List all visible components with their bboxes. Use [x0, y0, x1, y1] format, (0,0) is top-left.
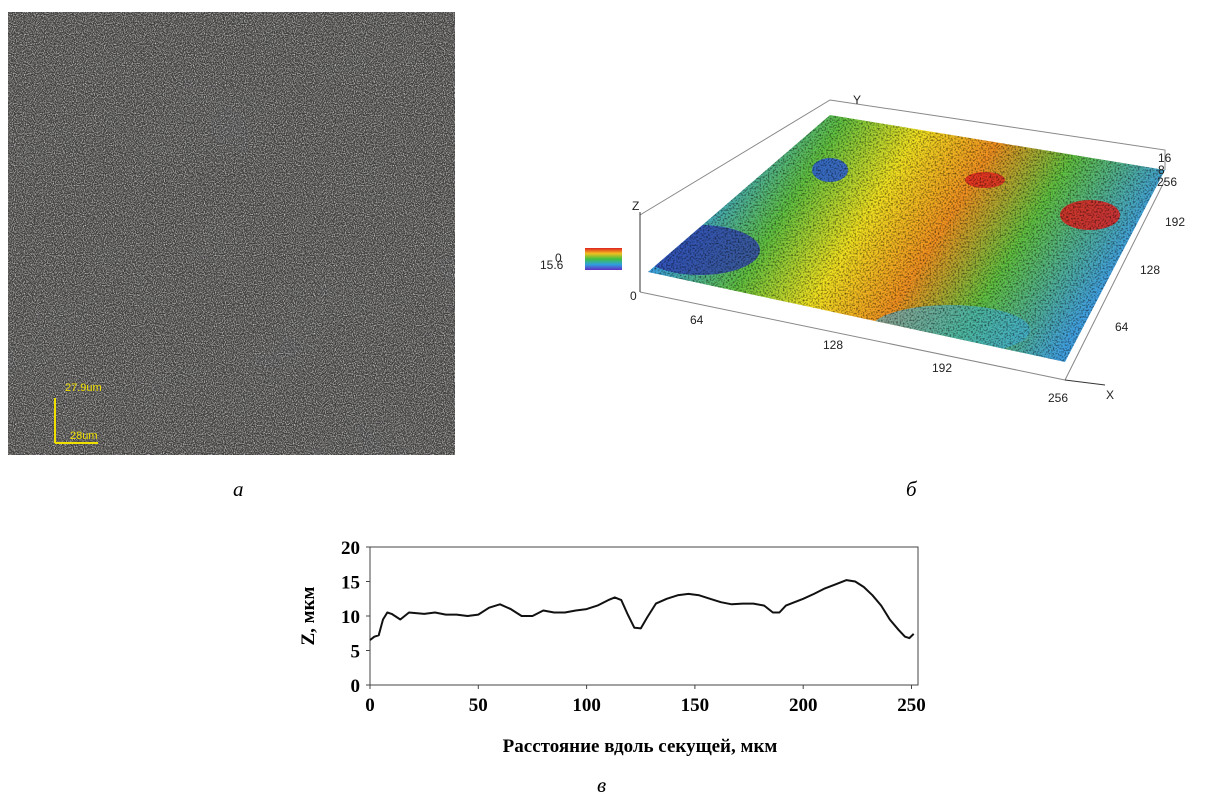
- axis-label: X: [1106, 388, 1114, 402]
- profile-chart: Расстояние вдоль секущей, мкм Z, мкм 0 5 1…: [298, 538, 926, 757]
- colorbar-label: 0: [555, 251, 562, 265]
- colorbar-label: 15.6: [540, 258, 564, 272]
- y-tick-label: 10: [341, 607, 360, 628]
- x-tick-label: 50: [469, 695, 488, 716]
- surface-3d: Z 0 X Y 15.6 0 8 16 64 128 192 256 64 12…: [540, 93, 1185, 405]
- x-tick-label: 0: [365, 695, 375, 716]
- scale-label: 27.9um: [65, 382, 102, 394]
- y-axis-title: Z, мкм: [298, 586, 319, 645]
- y-tick: 64: [1115, 320, 1129, 334]
- x-tick-label: 250: [897, 695, 926, 716]
- x-tick-label: 150: [681, 695, 710, 716]
- y-tick-label: 20: [341, 538, 360, 559]
- y-tick: 192: [1165, 215, 1185, 229]
- z-tick: 8: [1158, 163, 1165, 177]
- z-tick: 16: [1158, 151, 1172, 165]
- x-tick-label: 100: [572, 695, 601, 716]
- y-tick: 128: [1140, 263, 1160, 277]
- caption: а: [233, 477, 244, 501]
- y-tick-label: 5: [351, 642, 361, 663]
- x-tick: 256: [1048, 391, 1068, 405]
- scale-label: 28um: [70, 430, 98, 442]
- x-tick: 192: [932, 361, 952, 375]
- x-tick: 128: [823, 338, 843, 352]
- axis-label: Z: [632, 199, 639, 213]
- x-tick: 64: [690, 313, 704, 327]
- caption: б: [906, 477, 918, 501]
- x-axis-title: Расстояние вдоль секущей, мкм: [503, 736, 778, 757]
- profile-line: [369, 579, 915, 641]
- axis-label: Y: [853, 93, 861, 107]
- x-tick-label: 200: [789, 695, 818, 716]
- caption: в: [597, 773, 606, 796]
- micrograph: 27.9um 28um: [8, 12, 455, 455]
- y-tick: 256: [1157, 175, 1177, 189]
- y-tick-label: 0: [351, 676, 361, 697]
- y-tick-label: 15: [341, 573, 360, 594]
- axis-origin: 0: [630, 289, 637, 303]
